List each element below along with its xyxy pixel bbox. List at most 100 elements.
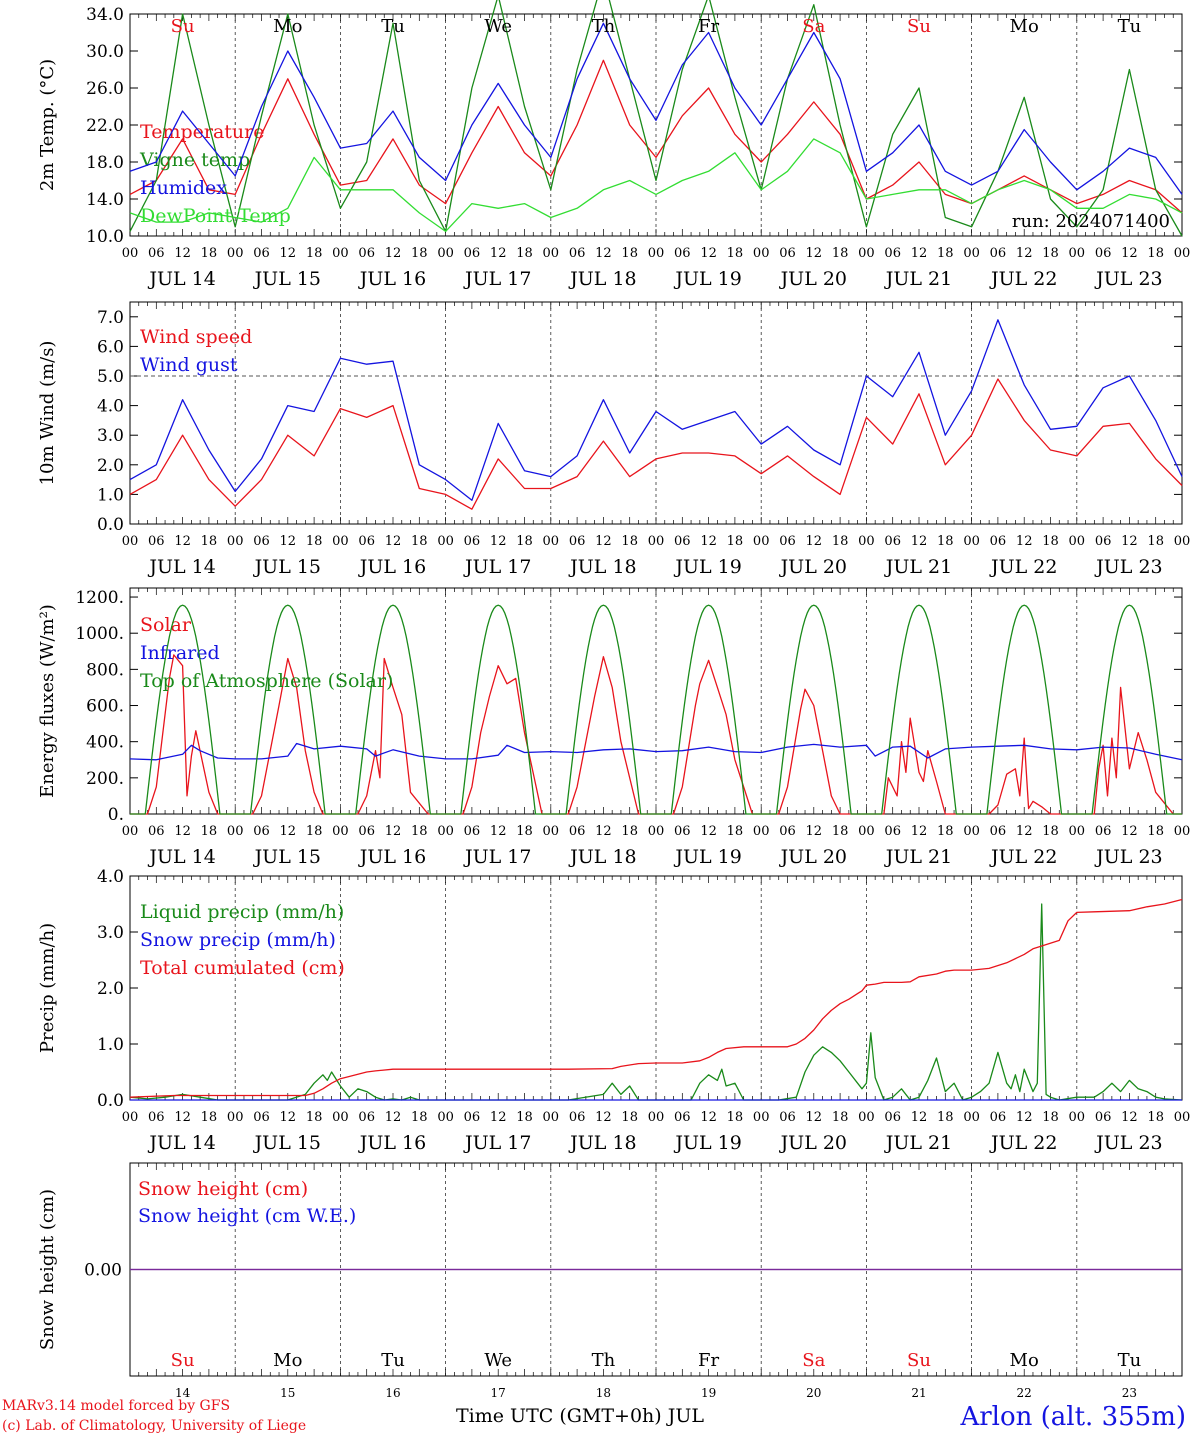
hour-label: 00 [858, 824, 875, 839]
hour-label: 18 [937, 824, 954, 839]
hour-label: 00 [1174, 246, 1191, 261]
y-tick-label: 0.0 [97, 1091, 124, 1111]
hour-label: 18 [727, 824, 744, 839]
weekday-label: Sa [802, 1350, 825, 1371]
series-line-humidex [129, 22, 1183, 195]
hour-label: 18 [411, 1110, 428, 1125]
hour-label: 18 [201, 534, 218, 549]
series-line-wind-gust [129, 319, 1183, 501]
date-label: JUL 20 [779, 556, 847, 578]
hour-label: 00 [1069, 1110, 1086, 1125]
hour-label: 06 [884, 1110, 901, 1125]
hour-label: 06 [674, 1110, 691, 1125]
hour-label: 18 [306, 534, 323, 549]
hour-label: 18 [306, 1110, 323, 1125]
hour-label: 06 [148, 824, 165, 839]
hour-label: 00 [858, 534, 875, 549]
hour-label: 00 [543, 1110, 560, 1125]
date-label: JUL 17 [463, 268, 531, 290]
hour-label: 06 [358, 824, 375, 839]
hour-label: 12 [1121, 246, 1138, 261]
hour-label: 00 [1069, 246, 1086, 261]
hour-label: 18 [621, 246, 638, 261]
hour-label: 06 [148, 246, 165, 261]
date-label: JUL 15 [253, 1132, 321, 1154]
y-tick-label: 3.0 [97, 923, 124, 943]
date-label: JUL 23 [1094, 556, 1162, 578]
hour-label: 12 [385, 1110, 402, 1125]
hour-label: 00 [227, 534, 244, 549]
hour-label: 06 [884, 246, 901, 261]
hour-label: 18 [306, 824, 323, 839]
hour-label: 18 [832, 246, 849, 261]
legend-entry: Snow height (cm W.E.) [138, 1205, 356, 1227]
hour-label: 06 [990, 534, 1007, 549]
series-line-solar [130, 654, 1182, 815]
hour-label: 12 [174, 1110, 191, 1125]
hour-label: 18 [727, 1110, 744, 1125]
hour-label: 12 [1016, 824, 1033, 839]
date-label: JUL 19 [673, 1132, 741, 1154]
hour-label: 00 [1069, 534, 1086, 549]
hour-label: 06 [569, 1110, 586, 1125]
y-axis-title: 2m Temp. (°C) [37, 59, 58, 191]
legend-entry: Temperature [140, 121, 264, 143]
date-label: JUL 16 [358, 846, 426, 868]
hour-label: 06 [464, 1110, 481, 1125]
y-tick-label: 0. [108, 805, 124, 825]
date-label: JUL 22 [989, 846, 1057, 868]
hour-label: 06 [253, 1110, 270, 1125]
y-tick-label: 4.0 [97, 867, 124, 887]
date-label: JUL 17 [463, 846, 531, 868]
hour-label: 00 [1174, 1110, 1191, 1125]
y-tick-label: 18.0 [86, 153, 124, 173]
hour-label: 00 [1174, 824, 1191, 839]
y-tick-label: 1.0 [97, 485, 124, 505]
weekday-label: Th [592, 16, 616, 37]
hour-label: 00 [1174, 534, 1191, 549]
hour-label: 18 [832, 1110, 849, 1125]
y-tick-label: 30.0 [86, 42, 124, 62]
y-tick-label: 7.0 [97, 308, 124, 328]
weekday-label: Fr [698, 1350, 719, 1371]
day-number-label: 15 [280, 1386, 295, 1400]
weekday-label: Su [907, 1350, 931, 1371]
y-tick-label: 6.0 [97, 337, 124, 357]
hour-label: 12 [911, 824, 928, 839]
date-label: JUL 23 [1094, 846, 1162, 868]
hour-label: 12 [700, 1110, 717, 1125]
hour-label: 06 [779, 246, 796, 261]
hour-label: 18 [1042, 1110, 1059, 1125]
series-line-total-cumulated-cm- [129, 898, 1183, 1098]
y-tick-label: 5.0 [97, 367, 124, 387]
hour-label: 06 [674, 246, 691, 261]
legend-entry: Wind speed [140, 326, 252, 348]
y-tick-label: 600. [86, 697, 124, 717]
date-label: JUL 14 [147, 268, 215, 290]
hour-label: 00 [543, 824, 560, 839]
hour-label: 12 [490, 824, 507, 839]
date-label: JUL 21 [884, 556, 952, 578]
hour-label: 12 [595, 1110, 612, 1125]
date-label: JUL 23 [1094, 1132, 1162, 1154]
hour-label: 00 [648, 824, 665, 839]
hour-label: 18 [201, 824, 218, 839]
y-tick-label: 400. [86, 733, 124, 753]
hour-label: 06 [990, 1110, 1007, 1125]
hour-label: 00 [753, 246, 770, 261]
hour-label: 18 [516, 1110, 533, 1125]
y-tick-label: 1.0 [97, 1035, 124, 1055]
date-label: JUL 18 [568, 1132, 636, 1154]
y-tick-label: 14.0 [86, 190, 124, 210]
copyright-credit: (c) Lab. of Climatology, University of L… [2, 1418, 307, 1434]
hour-label: 18 [516, 824, 533, 839]
hour-label: 06 [569, 246, 586, 261]
hour-label: 12 [806, 1110, 823, 1125]
date-label: JUL 15 [253, 268, 321, 290]
hour-label: 12 [700, 246, 717, 261]
date-label: JUL 21 [884, 1132, 952, 1154]
hour-label: 12 [174, 824, 191, 839]
run-label: run: 2024071400 [1012, 211, 1170, 232]
y-axis-title: 10m Wind (m/s) [37, 341, 58, 486]
weekday-label: Tu [1118, 1350, 1142, 1371]
